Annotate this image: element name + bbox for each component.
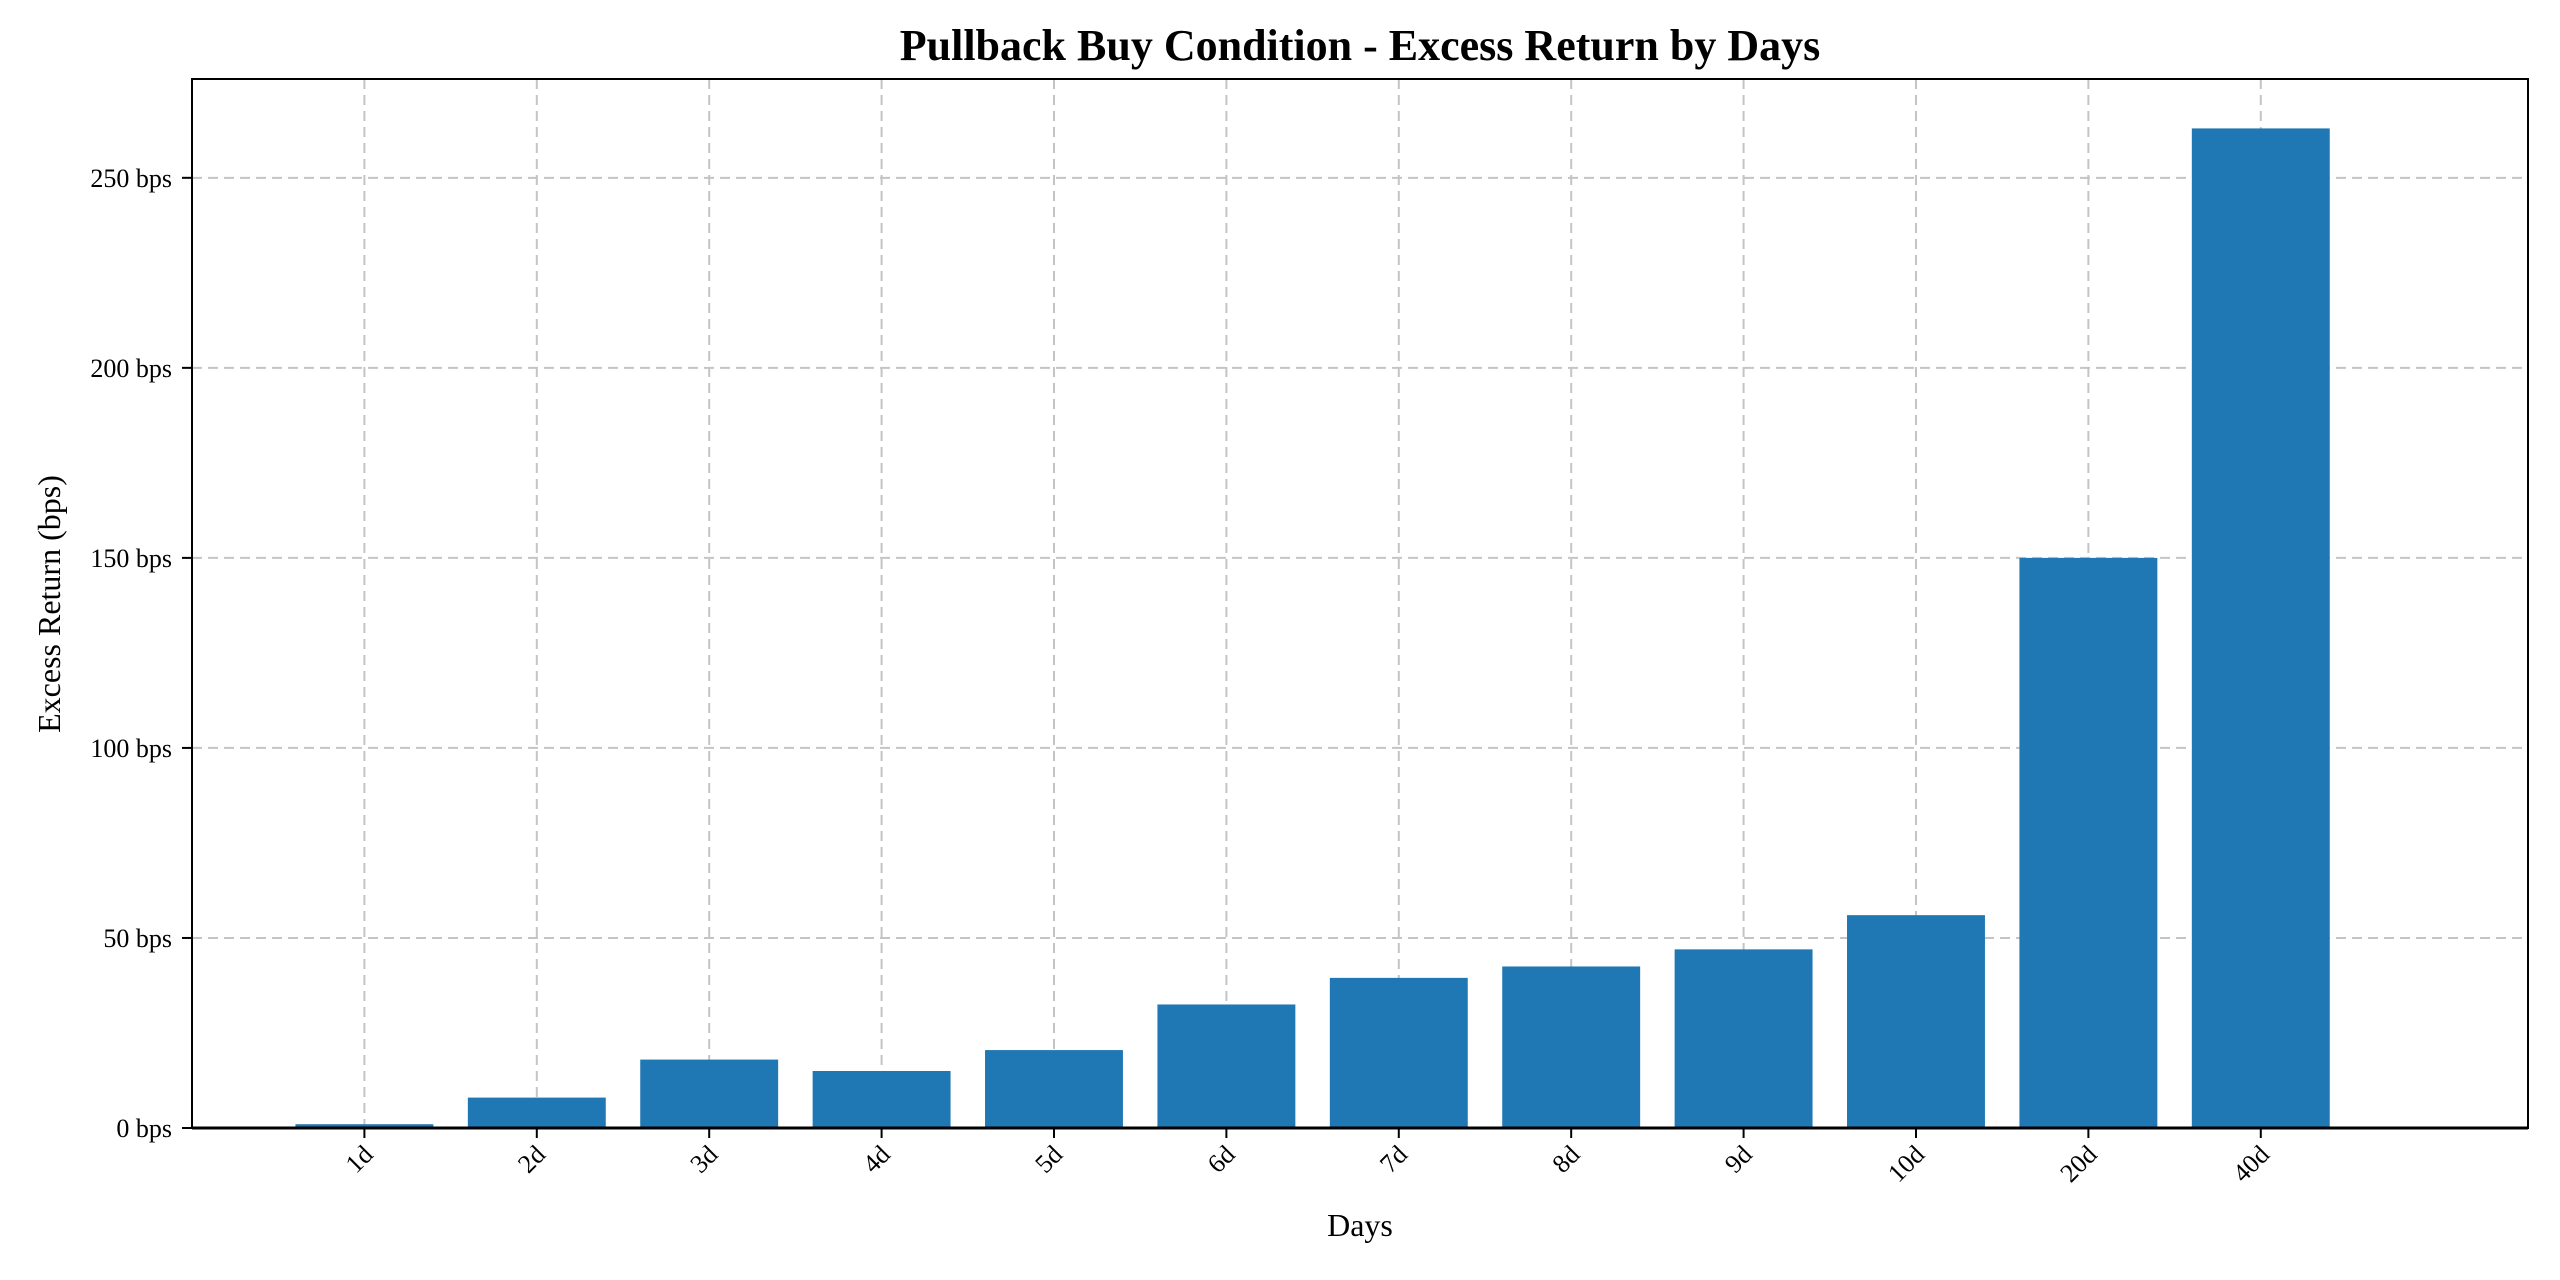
bar-2d: [467, 1097, 606, 1128]
y-tick-label: 100 bps: [90, 734, 172, 763]
bar-9d: [1674, 949, 1813, 1128]
bar-8d: [1502, 966, 1641, 1128]
bar-3d: [640, 1059, 779, 1128]
bar-4d: [812, 1070, 951, 1128]
x-tick-label: 7d: [1374, 1140, 1413, 1179]
y-tick-label: 150 bps: [90, 544, 172, 573]
x-tick-label: 3d: [685, 1140, 724, 1179]
x-tick-label: 8d: [1547, 1140, 1586, 1179]
bar-5d: [985, 1050, 1123, 1128]
x-axis-ticks: 1d 2d 3d 4d 5d 6d 7d 8d 9d 10d 20d 40d: [340, 1128, 2275, 1188]
x-tick-label: 10d: [1882, 1140, 1930, 1188]
x-axis-label: Days: [1327, 1207, 1393, 1243]
x-tick-label: 2d: [512, 1140, 551, 1179]
y-tick-label: 250 bps: [90, 164, 172, 193]
gridlines: [192, 79, 2528, 1129]
x-tick-label: 20d: [2055, 1140, 2103, 1188]
bar-20d: [2019, 557, 2158, 1128]
x-tick-label: 6d: [1202, 1140, 1241, 1179]
bar-6d: [1157, 1004, 1296, 1128]
bar-7d: [1329, 977, 1468, 1128]
y-tick-label: 200 bps: [90, 354, 172, 383]
y-tick-label: 50 bps: [103, 924, 172, 953]
bars: [295, 128, 2330, 1128]
x-tick-label: 5d: [1029, 1140, 1068, 1179]
x-tick-label: 1d: [340, 1140, 379, 1179]
x-tick-label: 40d: [2227, 1140, 2275, 1188]
chart-title: Pullback Buy Condition - Excess Return b…: [900, 21, 1820, 70]
bar-1d: [295, 1124, 434, 1128]
y-axis-ticks: 0 bps 50 bps 100 bps 150 bps 200 bps 250 bps: [90, 164, 192, 1143]
bar-10d: [1847, 915, 1985, 1128]
y-tick-label: 0 bps: [116, 1114, 172, 1143]
plot-frame: [191, 78, 2529, 1129]
bar-40d: [2191, 128, 2330, 1128]
x-tick-label: 9d: [1719, 1140, 1758, 1179]
x-tick-label: 4d: [857, 1140, 896, 1179]
y-axis-label: Excess Return (bps): [31, 475, 67, 733]
axes: [191, 78, 2529, 1130]
